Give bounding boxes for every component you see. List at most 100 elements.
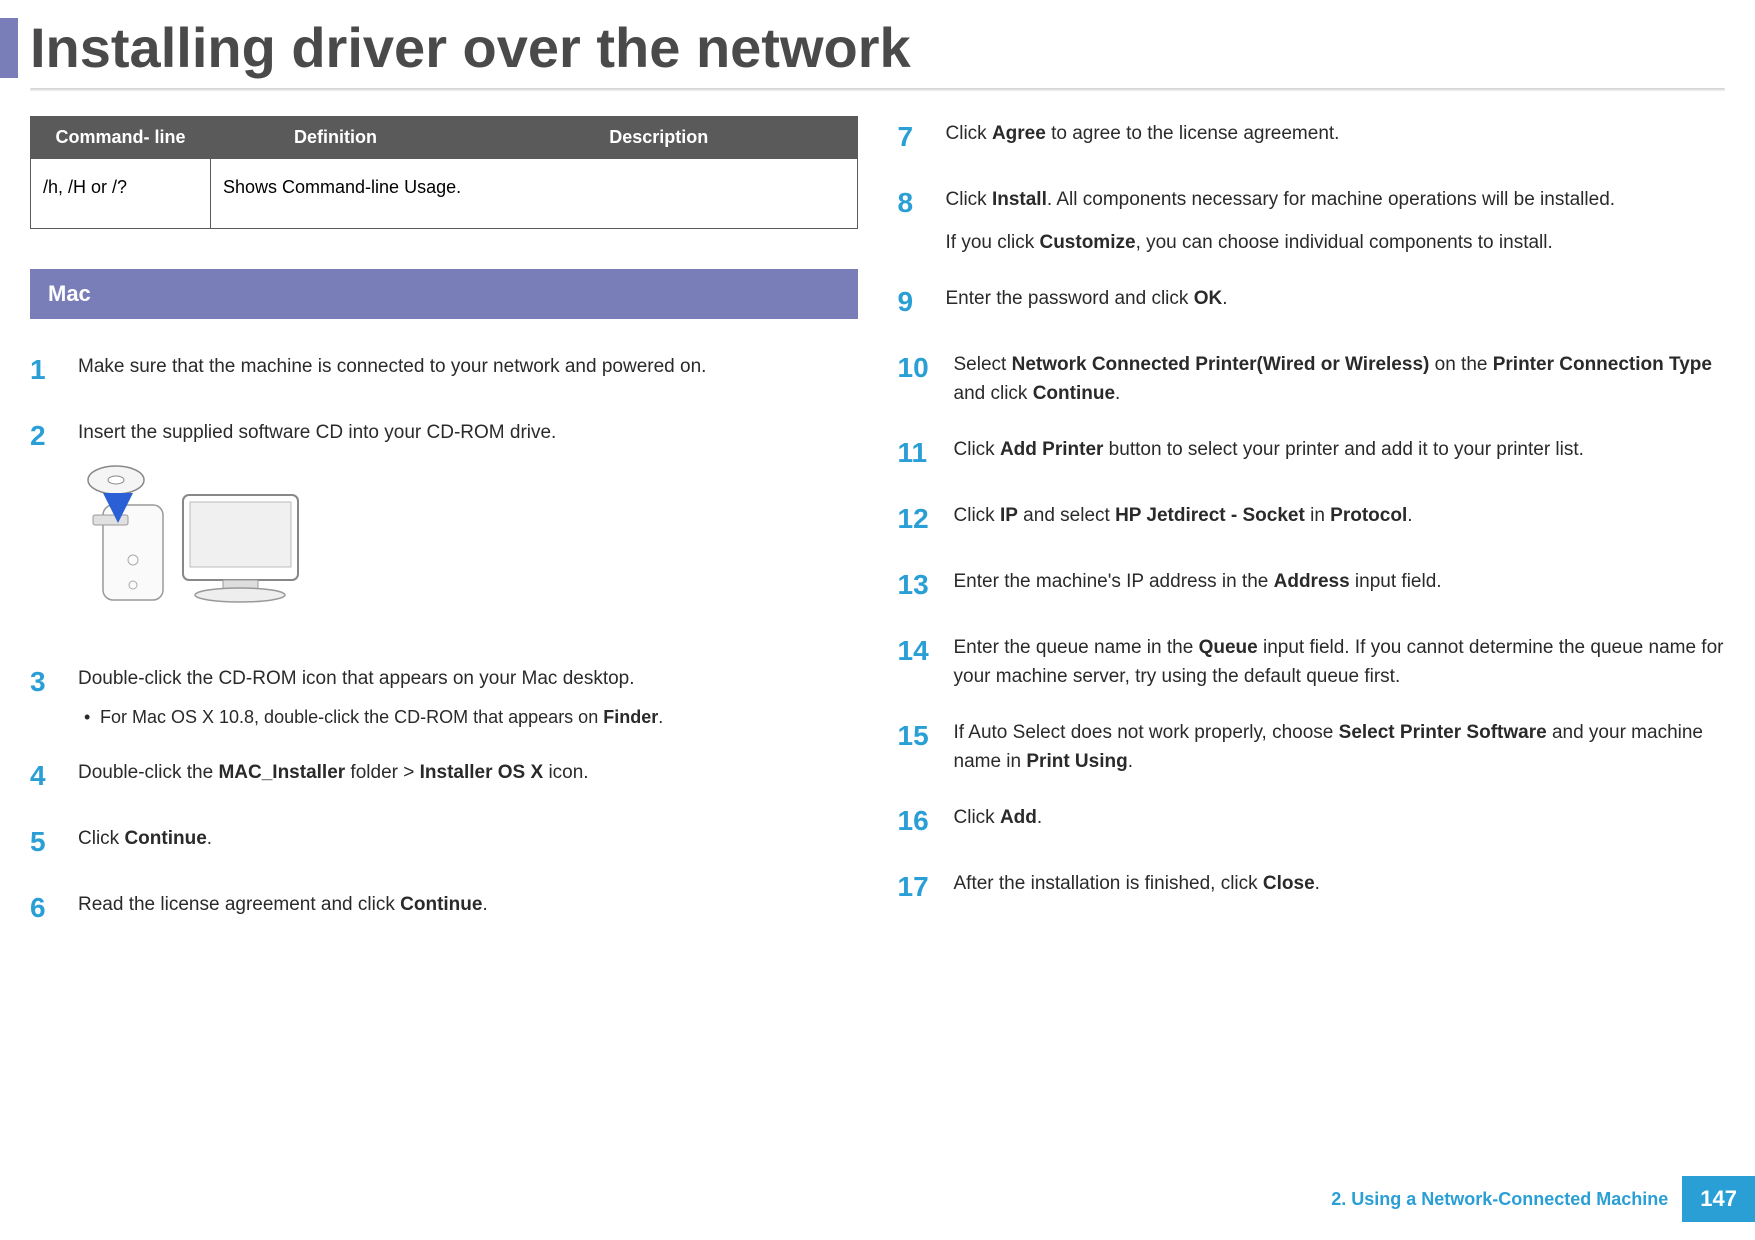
mac-cdrom-icon [78, 460, 308, 610]
step-7: 7 Click Agree to agree to the license ag… [898, 116, 1726, 158]
p: Enter the password and click [946, 288, 1194, 309]
b: Print Using [1026, 751, 1127, 772]
p: . [1407, 505, 1412, 526]
p: input field. [1350, 571, 1442, 592]
p: folder > [345, 762, 419, 783]
step-text-inner: Double-click the CD-ROM icon that appear… [78, 668, 635, 689]
p: and select [1018, 505, 1115, 526]
p: , you can choose individual components t… [1136, 232, 1553, 253]
p: button to select your printer and add it… [1103, 439, 1584, 460]
b: Install [992, 189, 1047, 210]
table-row: /h, /H or /? Shows Command-line Usage. [31, 159, 858, 229]
step-number: 6 [30, 887, 78, 929]
p: Click [946, 189, 992, 210]
step-text: Click Agree to agree to the license agre… [946, 116, 1726, 158]
step-text: Enter the machine's IP address in the Ad… [954, 564, 1726, 606]
footer-page-number: 147 [1682, 1176, 1755, 1222]
step-10: 10 Select Network Connected Printer(Wire… [898, 347, 1726, 408]
step-text-inner: Insert the supplied software CD into you… [78, 422, 556, 443]
b: Continue [124, 828, 206, 849]
content-area: Command- line Definition Description /h,… [0, 116, 1755, 953]
step-text: Click IP and select HP Jetdirect - Socke… [954, 498, 1726, 540]
step-text: Enter the password and click OK. [946, 281, 1726, 323]
p: Double-click the [78, 762, 218, 783]
p: If you click [946, 232, 1040, 253]
step-number: 8 [898, 182, 946, 257]
step-number: 17 [898, 866, 954, 908]
p: . [207, 828, 212, 849]
command-table: Command- line Definition Description /h,… [30, 116, 858, 229]
p: Enter the machine's IP address in the [954, 571, 1274, 592]
step-number: 15 [898, 715, 954, 776]
step-text: Make sure that the machine is connected … [78, 349, 858, 391]
step-text: Click Install. All components necessary … [946, 182, 1726, 257]
p: to agree to the license agreement. [1046, 123, 1340, 144]
step-text: Click Add. [954, 800, 1726, 842]
col-command: Command- line [31, 117, 211, 159]
p: If Auto Select does not work properly, c… [954, 722, 1339, 743]
step-number: 7 [898, 116, 946, 158]
step-number: 9 [898, 281, 946, 323]
page-title: Installing driver over the network [30, 15, 911, 80]
step-number: 11 [898, 432, 954, 474]
step-16: 16 Click Add. [898, 800, 1726, 842]
p: Read the license agreement and click [78, 894, 400, 915]
step-14: 14 Enter the queue name in the Queue inp… [898, 630, 1726, 691]
b: MAC_Installer [218, 762, 345, 783]
step-9: 9 Enter the password and click OK. [898, 281, 1726, 323]
table-header-row: Command- line Definition Description [31, 117, 858, 159]
b: Agree [992, 123, 1046, 144]
b: Customize [1039, 232, 1135, 253]
p: . [1222, 288, 1227, 309]
b: Protocol [1330, 505, 1407, 526]
step-number: 12 [898, 498, 954, 540]
p: Click [78, 828, 124, 849]
step-number: 10 [898, 347, 954, 408]
p: Click [954, 439, 1000, 460]
sub-pre: For Mac OS X 10.8, double-click the CD-R… [100, 707, 603, 727]
b: Network Connected Printer(Wired or Wirel… [1012, 354, 1430, 375]
right-column: 7 Click Agree to agree to the license ag… [898, 116, 1726, 953]
step-5: 5 Click Continue. [30, 821, 858, 863]
b: Add [1000, 807, 1037, 828]
step-4: 4 Double-click the MAC_Installer folder … [30, 755, 858, 797]
p: Click [954, 505, 1000, 526]
cell-definition: Shows Command-line Usage. [211, 159, 858, 229]
page-footer: 2. Using a Network-Connected Machine 147 [1331, 1176, 1755, 1222]
left-column: Command- line Definition Description /h,… [30, 116, 858, 953]
title-accent [0, 18, 18, 78]
cd-illustration [78, 460, 858, 620]
p: . [1115, 383, 1120, 404]
step-12: 12 Click IP and select HP Jetdirect - So… [898, 498, 1726, 540]
sub-bold: Finder [603, 707, 658, 727]
step-13: 13 Enter the machine's IP address in the… [898, 564, 1726, 606]
p: in [1305, 505, 1330, 526]
step-sub: For Mac OS X 10.8, double-click the CD-R… [78, 704, 858, 731]
p: . [1037, 807, 1042, 828]
mac-section-header: Mac [30, 269, 858, 319]
step-number: 16 [898, 800, 954, 842]
b: Queue [1199, 637, 1258, 658]
step-number: 3 [30, 661, 78, 731]
p: . All components necessary for machine o… [1047, 189, 1615, 210]
step-17: 17 After the installation is finished, c… [898, 866, 1726, 908]
cell-command: /h, /H or /? [31, 159, 211, 229]
p: After the installation is finished, clic… [954, 873, 1263, 894]
sub-post: . [658, 707, 663, 727]
b: IP [1000, 505, 1018, 526]
step-number: 5 [30, 821, 78, 863]
p: Select [954, 354, 1012, 375]
step-text: Insert the supplied software CD into you… [78, 415, 858, 637]
steps-right-list: 7 Click Agree to agree to the license ag… [898, 116, 1726, 908]
step-number: 2 [30, 415, 78, 637]
step-15: 15 If Auto Select does not work properly… [898, 715, 1726, 776]
b: Continue [1033, 383, 1115, 404]
b: Continue [400, 894, 482, 915]
title-bar: Installing driver over the network [0, 0, 1755, 80]
footer-chapter: 2. Using a Network-Connected Machine [1331, 1189, 1668, 1210]
step-8: 8 Click Install. All components necessar… [898, 182, 1726, 257]
steps-left-list: 1 Make sure that the machine is connecte… [30, 349, 858, 929]
step-text: After the installation is finished, clic… [954, 866, 1726, 908]
p: . [482, 894, 487, 915]
step-number: 4 [30, 755, 78, 797]
